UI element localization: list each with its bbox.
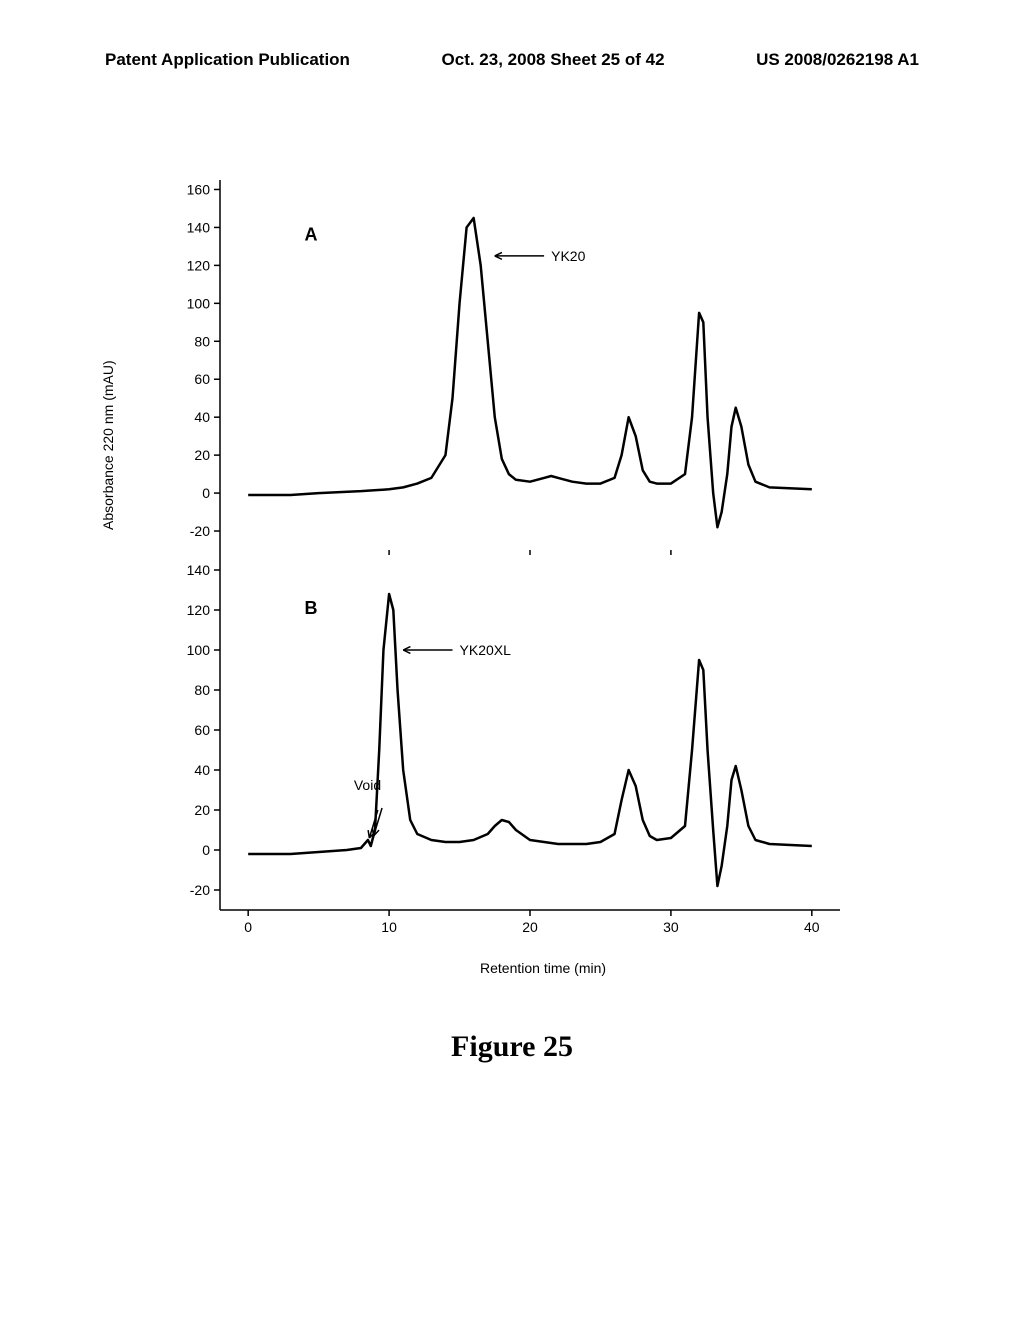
header-center: Oct. 23, 2008 Sheet 25 of 42 [442, 50, 665, 70]
svg-text:100: 100 [187, 642, 211, 658]
svg-text:-20: -20 [190, 882, 210, 898]
svg-text:120: 120 [187, 257, 211, 273]
svg-text:YK20: YK20 [551, 248, 585, 264]
svg-text:0: 0 [202, 485, 210, 501]
svg-text:Void: Void [354, 777, 381, 793]
svg-text:60: 60 [194, 371, 210, 387]
svg-text:40: 40 [194, 762, 210, 778]
svg-text:140: 140 [187, 219, 211, 235]
svg-text:A: A [305, 225, 318, 245]
svg-text:0: 0 [202, 842, 210, 858]
page-header: Patent Application Publication Oct. 23, … [0, 50, 1024, 70]
svg-text:-20: -20 [190, 523, 210, 539]
figure-caption: Figure 25 [0, 1030, 1024, 1064]
header-left: Patent Application Publication [105, 50, 350, 70]
svg-text:40: 40 [194, 409, 210, 425]
svg-text:40: 40 [804, 919, 820, 935]
svg-text:140: 140 [187, 562, 211, 578]
x-axis-label: Retention time (min) [480, 960, 606, 976]
svg-text:20: 20 [194, 447, 210, 463]
chart-svg: -20020406080100120140160-200204060801001… [140, 170, 860, 950]
svg-text:60: 60 [194, 722, 210, 738]
svg-text:YK20XL: YK20XL [460, 642, 512, 658]
svg-text:30: 30 [663, 919, 679, 935]
svg-text:80: 80 [194, 682, 210, 698]
svg-text:10: 10 [381, 919, 397, 935]
chromatogram-figure: -20020406080100120140160-200204060801001… [140, 170, 860, 950]
y-axis-label: Absorbance 220 nm (mAU) [100, 360, 116, 530]
header-right: US 2008/0262198 A1 [756, 50, 919, 70]
svg-text:120: 120 [187, 602, 211, 618]
svg-text:160: 160 [187, 181, 211, 197]
svg-text:100: 100 [187, 295, 211, 311]
svg-text:20: 20 [194, 802, 210, 818]
svg-text:20: 20 [522, 919, 538, 935]
svg-text:B: B [305, 598, 318, 618]
svg-text:80: 80 [194, 333, 210, 349]
svg-text:0: 0 [244, 919, 252, 935]
